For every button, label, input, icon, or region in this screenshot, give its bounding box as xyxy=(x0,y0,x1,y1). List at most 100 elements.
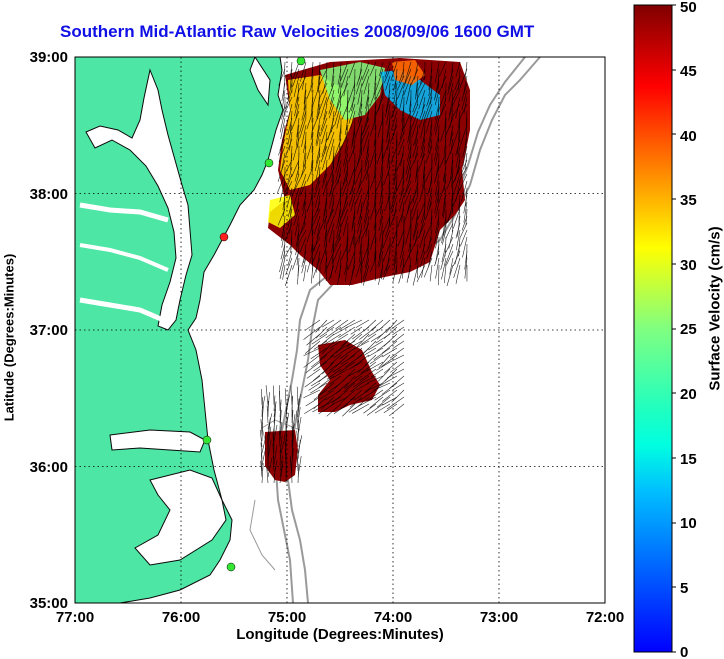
velocity-arrow xyxy=(391,389,405,403)
velocity-arrow xyxy=(293,75,300,98)
x-tick-label: 74:00 xyxy=(374,609,412,626)
velocity-arrow xyxy=(349,396,363,408)
velocity-arrow xyxy=(328,187,335,210)
velocity-arrow xyxy=(430,215,433,231)
velocity-arrow xyxy=(345,354,363,368)
velocity-arrow xyxy=(385,319,398,334)
velocity-arrow xyxy=(358,173,363,190)
velocity-arrow xyxy=(332,333,349,345)
velocity-arrow xyxy=(412,222,419,241)
velocity-arrow xyxy=(332,368,349,378)
velocity-arrow xyxy=(361,68,370,87)
velocity-arrow xyxy=(442,166,447,182)
velocity-arrow xyxy=(441,257,447,280)
velocity-arrow xyxy=(267,420,271,442)
velocity-arrow xyxy=(337,68,342,85)
velocity-arrow xyxy=(355,257,363,278)
velocity-arrow xyxy=(446,173,454,190)
velocity-arrow xyxy=(331,68,335,87)
velocity-arrow xyxy=(326,208,335,225)
velocity-arrow xyxy=(403,201,412,224)
velocity-arrow xyxy=(383,361,398,374)
velocity-arrow xyxy=(447,75,454,95)
velocity-arrow xyxy=(285,89,293,110)
velocity-arrow xyxy=(451,187,454,206)
velocity-arrow xyxy=(360,361,377,374)
velocity-arrow xyxy=(401,103,405,123)
velocity-arrow xyxy=(323,103,328,120)
velocity-arrow xyxy=(294,89,300,108)
velocity-arrow xyxy=(342,166,349,185)
velocity-arrow xyxy=(398,264,405,284)
velocity-arrow xyxy=(286,187,293,209)
velocity-arrow xyxy=(368,340,384,351)
velocity-arrow xyxy=(412,264,419,286)
velocity-arrow xyxy=(461,82,468,102)
velocity-arrow xyxy=(279,180,286,203)
velocity-arrow xyxy=(351,326,370,340)
velocity-arrow xyxy=(374,222,377,244)
velocity-arrow xyxy=(369,117,377,137)
velocity-arrow xyxy=(434,250,440,267)
velocity-arrow xyxy=(267,457,273,478)
velocity-arrow xyxy=(375,96,384,117)
x-axis-label: Longitude (Degrees:Minutes) xyxy=(236,626,444,643)
velocity-arrow xyxy=(409,103,412,119)
velocity-arrow xyxy=(273,445,278,466)
velocity-arrow xyxy=(390,187,398,210)
velocity-arrow xyxy=(322,166,328,183)
velocity-arrow xyxy=(341,333,356,347)
velocity-arrow xyxy=(272,443,275,460)
velocity-arrow xyxy=(352,138,356,154)
velocity-arrow xyxy=(330,89,335,105)
velocity-arrow xyxy=(424,194,426,217)
velocity-arrow xyxy=(266,405,269,424)
velocity-arrow xyxy=(315,250,321,273)
velocity-arrow xyxy=(406,159,412,182)
velocity-arrow xyxy=(315,326,328,339)
velocity-arrow xyxy=(378,354,391,369)
velocity-arrow xyxy=(458,194,461,211)
velocity-arrow xyxy=(381,347,398,358)
velocity-arrow xyxy=(380,159,384,178)
velocity-arrow xyxy=(317,194,321,212)
velocity-arrow xyxy=(381,354,398,367)
velocity-arrow xyxy=(373,243,377,261)
velocity-arrow xyxy=(440,250,447,270)
velocity-arrow xyxy=(435,215,440,234)
velocity-arrow xyxy=(424,201,433,221)
velocity-arrow xyxy=(390,103,398,119)
velocity-arrow xyxy=(362,131,370,152)
velocity-arrow xyxy=(378,89,384,111)
velocity-arrow xyxy=(326,215,335,237)
velocity-arrow xyxy=(388,159,391,177)
velocity-arrow xyxy=(381,340,398,354)
velocity-arrow xyxy=(319,82,328,98)
velocity-arrow xyxy=(448,68,454,90)
velocity-arrow xyxy=(421,257,426,278)
velocity-arrow xyxy=(323,229,328,248)
velocity-arrow xyxy=(332,326,349,336)
velocity-arrow xyxy=(285,257,293,275)
velocity-arrow xyxy=(351,173,356,195)
velocity-arrow xyxy=(348,347,363,360)
velocity-arrow xyxy=(287,166,293,183)
velocity-arrow xyxy=(359,396,377,406)
velocity-arrow xyxy=(260,418,263,436)
velocity-arrow xyxy=(329,347,342,358)
velocity-arrow xyxy=(338,222,342,241)
velocity-arrow xyxy=(439,152,447,169)
velocity-arrow xyxy=(465,61,468,79)
velocity-arrow xyxy=(343,375,356,389)
velocity-arrow xyxy=(313,215,321,235)
velocity-arrow xyxy=(435,201,440,219)
velocity-arrow xyxy=(361,61,370,81)
velocity-arrow xyxy=(458,117,461,140)
velocity-arrow xyxy=(337,145,342,166)
velocity-arrow xyxy=(293,201,300,218)
velocity-arrow xyxy=(375,173,384,192)
velocity-arrow xyxy=(296,386,299,406)
velocity-arrow xyxy=(330,173,335,196)
velocity-arrow xyxy=(297,222,307,239)
velocity-arrow xyxy=(344,117,349,136)
